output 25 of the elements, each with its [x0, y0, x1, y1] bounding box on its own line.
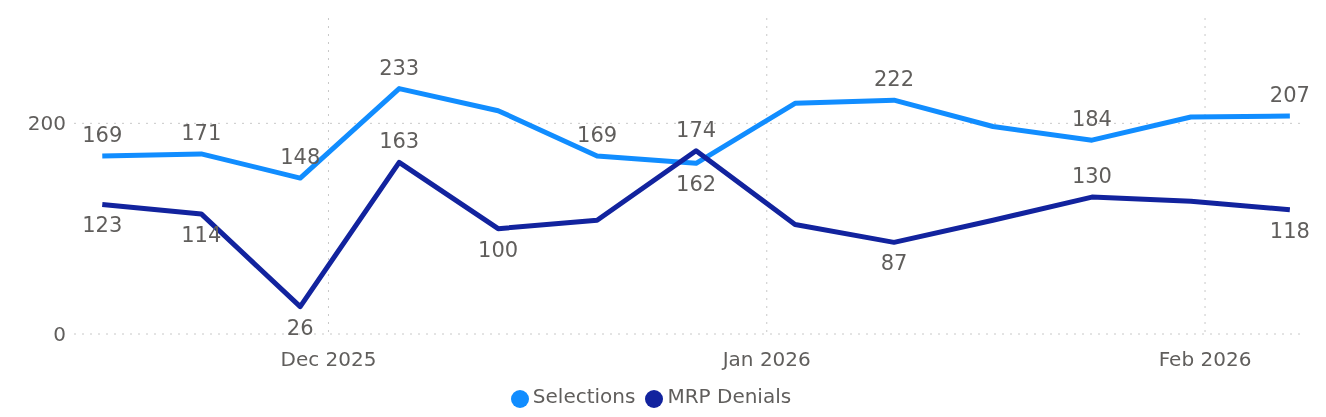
data-label: 207: [1269, 82, 1310, 107]
x-tick-label: Jan 2026: [720, 347, 811, 372]
data-label: 123: [82, 213, 123, 238]
data-label: 114: [181, 222, 222, 247]
data-label: 130: [1071, 164, 1112, 189]
data-label: 162: [676, 172, 717, 197]
data-label: 184: [1071, 107, 1112, 132]
y-tick-label: 200: [27, 111, 66, 136]
data-label: 26: [286, 315, 314, 340]
data-label: 169: [82, 122, 123, 147]
data-label: 171: [181, 120, 222, 145]
y-tick-label: 0: [53, 322, 66, 347]
data-label: 148: [280, 145, 321, 170]
data-label: 174: [676, 117, 717, 142]
x-tick-label: Feb 2026: [1158, 347, 1252, 372]
legend-label: Selections: [532, 384, 636, 408]
x-tick-label: Dec 2025: [280, 347, 377, 372]
data-label: 87: [880, 251, 908, 276]
legend-label: MRP Denials: [667, 384, 792, 408]
data-label: 163: [379, 129, 420, 154]
data-label: 100: [478, 237, 519, 262]
data-label: 169: [577, 122, 618, 147]
data-label: 118: [1269, 218, 1310, 243]
data-label: 233: [379, 55, 420, 80]
data-label: 222: [873, 67, 915, 92]
